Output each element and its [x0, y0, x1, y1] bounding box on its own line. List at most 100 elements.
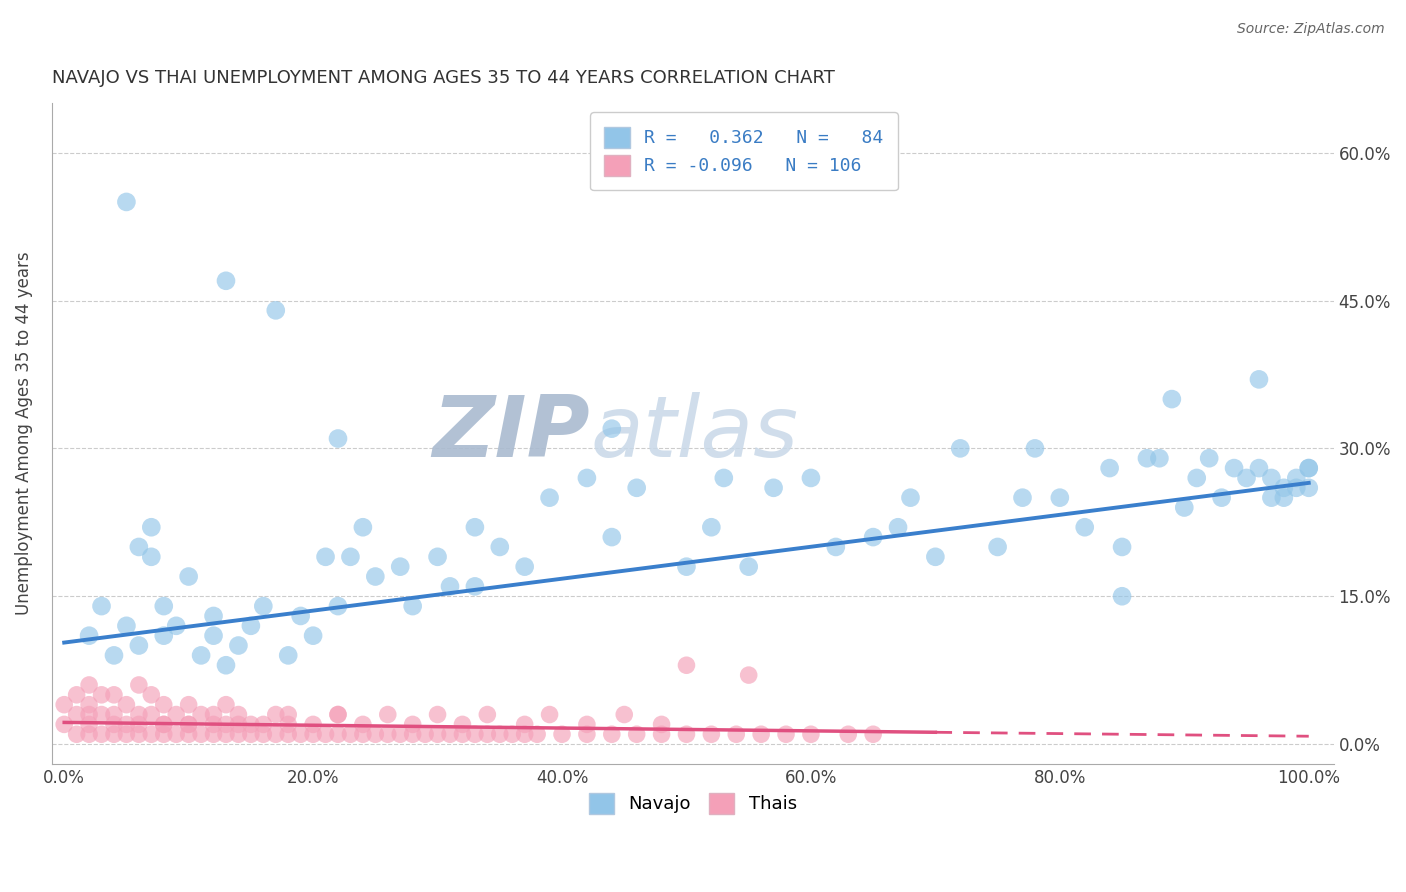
Point — [675, 559, 697, 574]
Point — [77, 698, 100, 712]
Point — [90, 688, 112, 702]
Point — [239, 727, 262, 741]
Text: Source: ZipAtlas.com: Source: ZipAtlas.com — [1237, 22, 1385, 37]
Point — [800, 471, 823, 485]
Point — [177, 717, 200, 731]
Point — [115, 619, 138, 633]
Point — [501, 727, 523, 741]
Point — [103, 648, 125, 663]
Point — [651, 717, 673, 731]
Point — [53, 698, 76, 712]
Point — [1136, 451, 1159, 466]
Point — [264, 707, 287, 722]
Point — [152, 727, 174, 741]
Point — [488, 727, 510, 741]
Point — [202, 717, 225, 731]
Text: ZIP: ZIP — [433, 392, 591, 475]
Point — [762, 481, 785, 495]
Point — [352, 520, 374, 534]
Point — [190, 707, 212, 722]
Point — [141, 520, 163, 534]
Point — [77, 678, 100, 692]
Point — [1236, 471, 1258, 485]
Point — [1160, 392, 1182, 406]
Point — [326, 727, 349, 741]
Point — [800, 727, 823, 741]
Text: NAVAJO VS THAI UNEMPLOYMENT AMONG AGES 35 TO 44 YEARS CORRELATION CHART: NAVAJO VS THAI UNEMPLOYMENT AMONG AGES 3… — [52, 69, 835, 87]
Point — [228, 707, 250, 722]
Point — [277, 707, 299, 722]
Point — [152, 717, 174, 731]
Point — [464, 520, 486, 534]
Point — [228, 727, 250, 741]
Point — [738, 668, 761, 682]
Point — [1298, 461, 1320, 475]
Point — [290, 727, 312, 741]
Point — [377, 727, 399, 741]
Point — [152, 599, 174, 613]
Point — [426, 727, 449, 741]
Point — [477, 727, 499, 741]
Point — [128, 727, 150, 741]
Point — [749, 727, 772, 741]
Point — [141, 727, 163, 741]
Point — [987, 540, 1010, 554]
Point — [1260, 491, 1282, 505]
Point — [426, 549, 449, 564]
Point — [215, 727, 238, 741]
Point — [600, 530, 623, 544]
Point — [775, 727, 797, 741]
Point — [575, 471, 598, 485]
Point — [600, 727, 623, 741]
Point — [152, 629, 174, 643]
Point — [177, 698, 200, 712]
Point — [488, 540, 510, 554]
Point — [277, 727, 299, 741]
Point — [862, 530, 884, 544]
Point — [252, 727, 274, 741]
Point — [165, 727, 187, 741]
Point — [128, 639, 150, 653]
Point — [264, 303, 287, 318]
Point — [326, 432, 349, 446]
Point — [1149, 451, 1171, 466]
Point — [128, 678, 150, 692]
Point — [600, 422, 623, 436]
Point — [277, 648, 299, 663]
Point — [1198, 451, 1220, 466]
Point — [215, 658, 238, 673]
Point — [103, 727, 125, 741]
Point — [439, 727, 461, 741]
Point — [1111, 540, 1133, 554]
Point — [1298, 461, 1320, 475]
Point — [1272, 491, 1295, 505]
Point — [66, 707, 89, 722]
Point — [887, 520, 910, 534]
Point — [239, 619, 262, 633]
Point — [862, 727, 884, 741]
Point — [513, 559, 536, 574]
Point — [1185, 471, 1208, 485]
Point — [451, 727, 474, 741]
Point — [202, 707, 225, 722]
Point — [426, 707, 449, 722]
Point — [451, 717, 474, 731]
Point — [389, 559, 412, 574]
Point — [675, 658, 697, 673]
Point — [53, 717, 76, 731]
Point — [364, 569, 387, 583]
Point — [115, 727, 138, 741]
Point — [152, 717, 174, 731]
Point — [413, 727, 436, 741]
Point — [675, 727, 697, 741]
Point — [824, 540, 846, 554]
Point — [90, 727, 112, 741]
Point — [202, 609, 225, 624]
Point — [1223, 461, 1246, 475]
Point — [513, 727, 536, 741]
Point — [228, 639, 250, 653]
Point — [177, 727, 200, 741]
Point — [364, 727, 387, 741]
Point — [924, 549, 946, 564]
Point — [177, 717, 200, 731]
